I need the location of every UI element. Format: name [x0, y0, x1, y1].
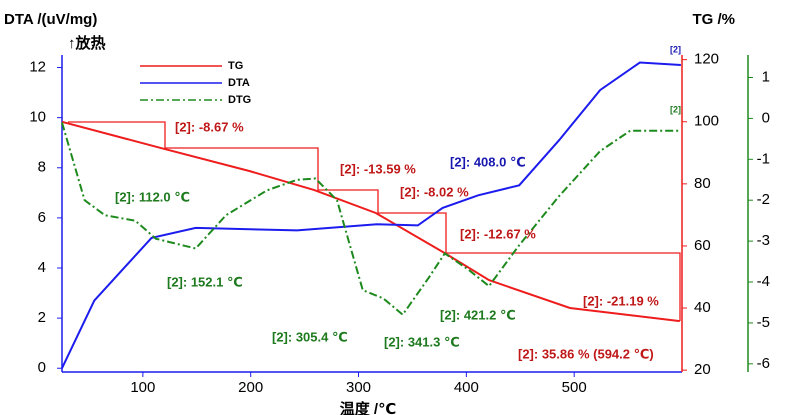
y-tick-label: 0	[38, 359, 46, 376]
y3-tick-label: 1	[762, 68, 770, 85]
y-tick-label: 6	[38, 209, 46, 226]
annotation: [2]: -8.67 %	[175, 119, 244, 134]
y-tick-label: 2	[38, 309, 46, 326]
annotation: [2]: 421.2 ℃	[440, 307, 516, 322]
y-tick-label: 8	[38, 159, 46, 176]
y3-tick-label: 0	[762, 109, 770, 126]
x-tick-label: 300	[346, 379, 371, 396]
x-tick-label: 200	[238, 379, 263, 396]
y3-tick-label: -2	[757, 191, 770, 208]
legend-label: DTA	[228, 77, 250, 89]
annotation: [2]: -8.02 %	[400, 184, 469, 199]
series-line	[61, 61, 681, 369]
y2-tick-label: 60	[694, 237, 711, 254]
y-axis-subtitle: ↑放热	[68, 34, 106, 52]
y2-tick-label: 20	[694, 361, 711, 378]
x-axis-title: 温度 /℃	[340, 400, 397, 415]
y-tick-label: 10	[29, 109, 46, 126]
y2-tick-label: 80	[694, 175, 711, 192]
y3-tick-label: -5	[757, 314, 770, 331]
x-tick-label: 100	[130, 379, 155, 396]
x-tick-label: 500	[562, 379, 587, 396]
annotation: [2]: -21.19 %	[583, 293, 659, 308]
y2-tick-label: 40	[694, 299, 711, 316]
series-line	[61, 122, 679, 317]
annotation: [2]: 341.3 ℃	[384, 334, 460, 349]
y3-tick-label: -4	[757, 273, 770, 290]
y2-tick-label: 100	[694, 113, 719, 130]
y-tick-label: 4	[38, 259, 46, 276]
annotation: [2]: -12.67 %	[460, 226, 536, 241]
annotation: [2]	[670, 104, 681, 114]
y2-tick-label: 120	[694, 51, 719, 68]
y-axis-title: DTA /(uV/mg)	[4, 11, 97, 28]
annotation: [2]: 152.1 ℃	[167, 274, 243, 289]
annotation: [2]: 408.0 ℃	[450, 154, 526, 169]
y3-tick-label: -1	[757, 150, 770, 167]
y3-tick-label: -3	[757, 232, 770, 249]
annotation: [2]: 305.4 ℃	[272, 329, 348, 344]
y-tick-label: 12	[29, 58, 46, 75]
y3-tick-label: -6	[757, 355, 770, 372]
legend-label: DTG	[228, 94, 251, 106]
legend-label: TG	[228, 60, 243, 72]
annotation: [2]: -13.59 %	[340, 161, 416, 176]
mass-loss-steps	[68, 121, 681, 321]
annotation: [2]	[670, 44, 681, 54]
annotation: [2]: 35.86 % (594.2 ℃)	[518, 346, 654, 361]
series-line	[61, 120, 680, 323]
x-tick-label: 400	[454, 379, 479, 396]
y2-axis-title: TG /%	[692, 11, 735, 28]
annotation: [2]: 112.0 ℃	[115, 189, 190, 204]
step-line	[68, 121, 681, 321]
